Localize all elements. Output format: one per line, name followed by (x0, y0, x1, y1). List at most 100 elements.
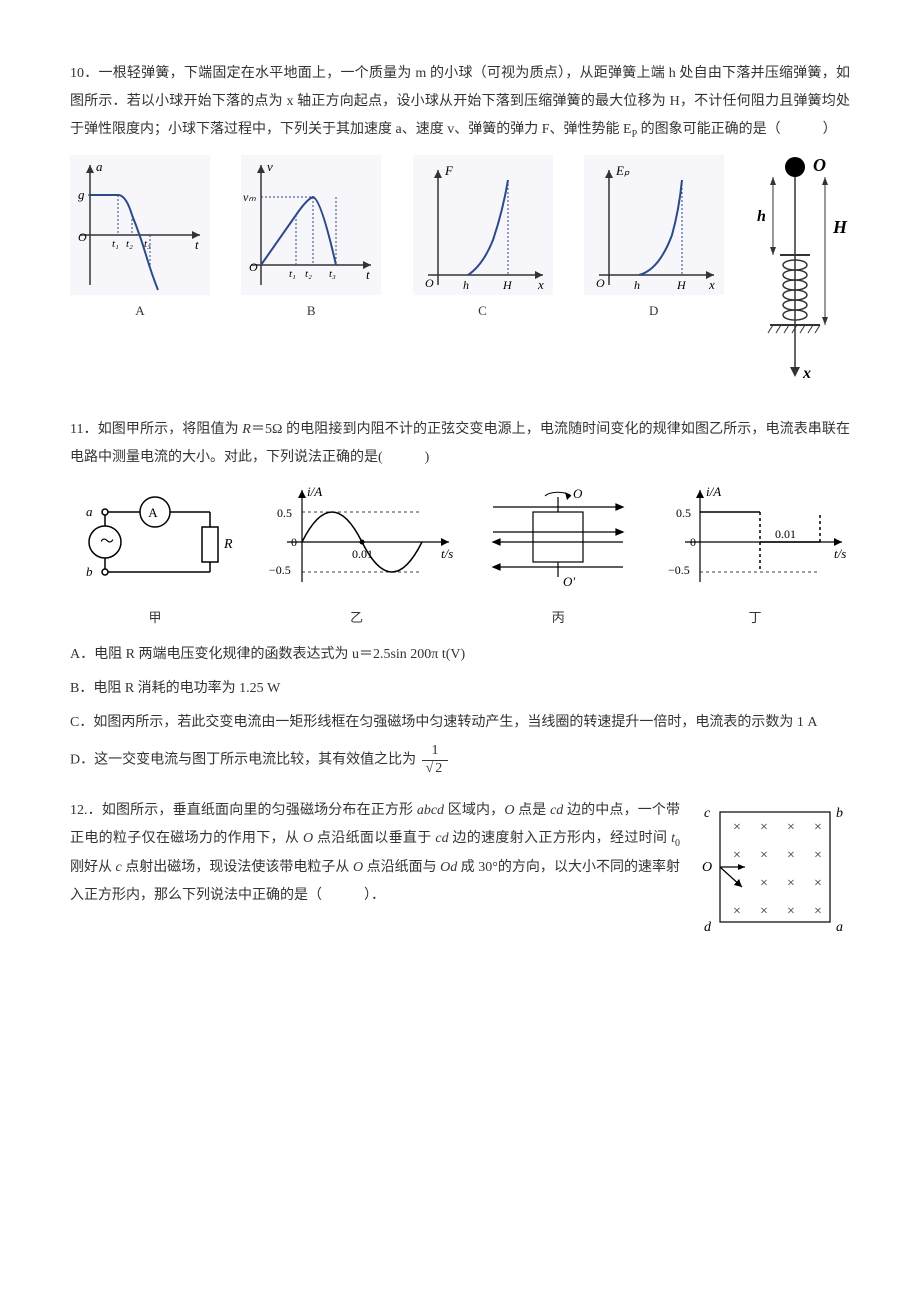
H: H (502, 278, 513, 292)
sine-source: ～ (100, 535, 114, 550)
question-11-text: 11．如图甲所示，将阻值为 R＝5Ω 的电阻接到内阻不计的正弦交变电源上，电流随… (70, 416, 850, 472)
c: c (704, 806, 711, 821)
terminal-b: b (86, 564, 93, 579)
svg-text:×: × (733, 848, 741, 863)
label-d: D (584, 298, 724, 324)
t1: t₁ (289, 268, 296, 280)
ylabel: i/A (706, 484, 721, 499)
svg-text:×: × (814, 820, 822, 835)
q10-graph-d: O Eₚ x h H D (584, 155, 724, 324)
q11-R: R (242, 422, 251, 437)
svg-text:O: O (596, 276, 605, 290)
h: h (634, 278, 640, 292)
question-11: 11．如图甲所示，将阻值为 R＝5Ω 的电阻接到内阻不计的正弦交变电源上，电流随… (70, 416, 850, 778)
svg-text:×: × (814, 848, 822, 863)
x: x (802, 365, 811, 382)
resistor-R: R (223, 537, 233, 552)
svg-text:×: × (787, 848, 795, 863)
q12-diagram: ×××× ×××× ×××× ×××× c b O d a (690, 797, 850, 948)
xlabel: t/s (441, 546, 453, 561)
t3: t₃ (329, 268, 336, 280)
t-05: −0.5 (668, 563, 690, 577)
svg-text:O: O (249, 260, 258, 274)
cd2: cd (435, 831, 448, 846)
label-yi: 乙 (257, 605, 457, 631)
O1: O (504, 803, 514, 818)
q11-opt-c: C．如图丙所示，若此交变电流由一矩形线框在匀强磁场中匀速转动产生，当线圈的转速提… (70, 709, 850, 737)
svg-text:×: × (787, 820, 795, 835)
ylabel: Eₚ (615, 163, 630, 178)
O2: O (303, 831, 313, 846)
q12-t4: 点沿纸面以垂直于 (313, 831, 435, 846)
q12-t2: 点是 (514, 803, 550, 818)
Oprime: O′ (563, 574, 575, 589)
xlabel: x (537, 277, 544, 292)
svg-text:×: × (760, 848, 768, 863)
O3: O (353, 860, 363, 875)
q10-figure-row: O a t g t₁ t₂ t₃ A (70, 155, 850, 396)
q10-graph-a: O a t g t₁ t₂ t₃ A (70, 155, 210, 324)
t2: t₂ (305, 268, 312, 280)
O: O (573, 486, 583, 501)
H: H (676, 278, 687, 292)
t3: t₃ (144, 238, 151, 250)
ylabel: a (96, 159, 103, 174)
cd1: cd (550, 803, 563, 818)
d: d (704, 920, 712, 935)
q12-number: 12.． (70, 803, 102, 818)
O: O (813, 155, 826, 175)
frac-den: √2 (422, 761, 449, 778)
label-c: C (413, 298, 553, 324)
xlabel: t/s (834, 546, 846, 561)
q12-t0: 如图所示，垂直纸面向里的匀强磁场分布在正方形 (102, 803, 417, 818)
tick0: 0 (291, 535, 297, 549)
h: h (463, 278, 469, 292)
q11-bing: O O′ 丙 (473, 482, 643, 631)
q12-t7: 点射出磁场，现设法使该带电粒子从 (122, 860, 353, 875)
b: b (836, 806, 843, 821)
terminal-a: a (86, 504, 93, 519)
frac-num: 1 (422, 743, 449, 761)
q12-t8: 点沿纸面与 (363, 860, 440, 875)
q12-t1: 区域内， (444, 803, 504, 818)
q12-t5: 边的速度射入正方形内，经过时间 (449, 831, 672, 846)
g-tick: g (78, 187, 85, 202)
H: H (832, 217, 848, 237)
q10-graph-c: O F x h H C (413, 155, 553, 324)
question-10: 10．一根轻弹簧，下端固定在水平地面上，一个质量为 m 的小球（可视为质点），从… (70, 60, 850, 396)
q10-graph-b: O v t vₘ t₁ t₂ t₃ B (241, 155, 381, 324)
q11-options: A．电阻 R 两端电压变化规律的函数表达式为 u＝2.5sin 200π t(V… (70, 641, 850, 778)
origin-label: O (78, 230, 87, 244)
label-a: A (70, 298, 210, 324)
q11-opt-a: A．电阻 R 两端电压变化规律的函数表达式为 u＝2.5sin 200π t(V… (70, 641, 850, 669)
label-ding: 丁 (660, 605, 850, 631)
O: O (702, 860, 712, 875)
q11-opt-d-prefix: D．这一交变电流与图丁所示电流比较，其有效值之比为 (70, 752, 416, 767)
svg-text:O: O (425, 276, 434, 290)
label-b: B (241, 298, 381, 324)
q10-number: 10． (70, 66, 98, 81)
ylabel: v (267, 159, 273, 174)
t1: t₁ (112, 238, 119, 250)
abcd: abcd (417, 803, 444, 818)
xlabel: x (708, 277, 715, 292)
xlabel: t (366, 267, 370, 282)
label-jia: 甲 (70, 605, 240, 631)
q10-text-2: 的图象可能正确的是（ ） (637, 122, 837, 137)
fraction: 1 √2 (422, 743, 449, 778)
tick-05: −0.5 (269, 563, 291, 577)
Od: Od (440, 860, 457, 875)
q11-t1: 如图甲所示，将阻值为 (98, 422, 243, 437)
ylabel: F (444, 163, 454, 178)
q12-t6: 刚好从 (70, 860, 116, 875)
svg-text:×: × (814, 876, 822, 891)
xlabel: t (195, 237, 199, 252)
crosses: ×××× ×××× ×××× ×××× (733, 820, 822, 919)
question-10-text: 10．一根轻弹簧，下端固定在水平地面上，一个质量为 m 的小球（可视为质点），从… (70, 60, 850, 145)
question-12: ×××× ×××× ×××× ×××× c b O d a 12.．如图所示，垂… (70, 797, 850, 948)
svg-text:×: × (814, 904, 822, 919)
svg-text:×: × (760, 904, 768, 919)
svg-text:×: × (733, 904, 741, 919)
q11-yi: i/A t/s 0.5 0 −0.5 0.01 乙 (257, 482, 457, 631)
x001: 0.01 (775, 527, 796, 541)
